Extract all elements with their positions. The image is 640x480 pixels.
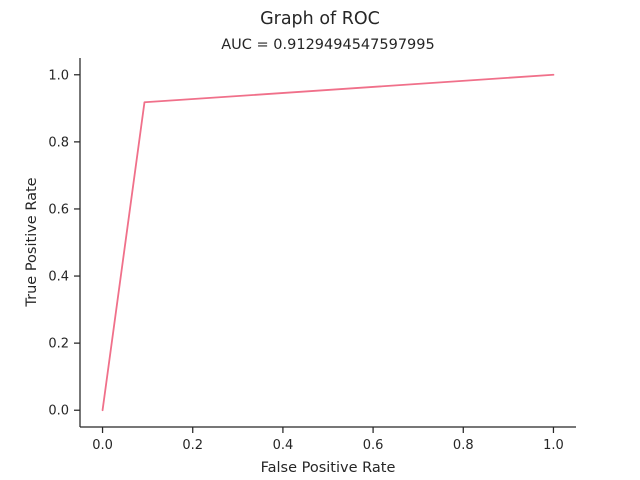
x-tick-label: 0.4 (273, 438, 294, 453)
y-tick-label: 0.6 (48, 202, 69, 217)
chart-subtitle: AUC = 0.9129494547597995 (221, 37, 434, 53)
plot-area (101, 73, 555, 412)
x-axis-label: False Positive Rate (261, 460, 396, 476)
x-tick-label: 1.0 (543, 438, 564, 453)
x-tick-label: 0.0 (92, 438, 113, 453)
chart-title: Graph of ROC (260, 9, 380, 29)
y-tick-label: 0.8 (48, 135, 69, 150)
y-tick-label: 0.4 (48, 270, 69, 285)
x-tick-label: 0.2 (182, 438, 203, 453)
x-axis-ticks: 0.0 0.2 0.4 0.6 0.8 1.0 (92, 427, 564, 453)
roc-curve (101, 73, 555, 412)
y-tick-label: 0.2 (48, 337, 69, 352)
y-axis-label: True Positive Rate (24, 177, 40, 307)
x-tick-label: 0.8 (453, 438, 474, 453)
y-axis-ticks: 0.0 0.2 0.4 0.6 0.8 1.0 (48, 68, 80, 419)
x-tick-label: 0.6 (363, 438, 384, 453)
y-tick-label: 1.0 (48, 68, 69, 83)
y-tick-label: 0.0 (48, 404, 69, 419)
